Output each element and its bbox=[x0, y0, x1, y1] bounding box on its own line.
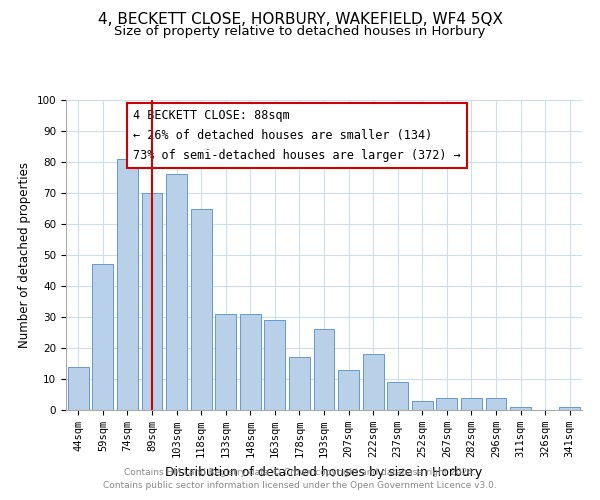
Text: Contains public sector information licensed under the Open Government Licence v3: Contains public sector information licen… bbox=[103, 480, 497, 490]
Bar bbox=[412, 400, 433, 410]
Bar bbox=[265, 320, 286, 410]
Text: 4, BECKETT CLOSE, HORBURY, WAKEFIELD, WF4 5QX: 4, BECKETT CLOSE, HORBURY, WAKEFIELD, WF… bbox=[97, 12, 503, 28]
Y-axis label: Number of detached properties: Number of detached properties bbox=[18, 162, 31, 348]
Bar bbox=[117, 159, 138, 410]
Bar bbox=[314, 330, 334, 410]
Bar bbox=[461, 398, 482, 410]
Text: 4 BECKETT CLOSE: 88sqm
← 26% of detached houses are smaller (134)
73% of semi-de: 4 BECKETT CLOSE: 88sqm ← 26% of detached… bbox=[133, 110, 461, 162]
Bar bbox=[142, 193, 163, 410]
Bar bbox=[92, 264, 113, 410]
Bar bbox=[436, 398, 457, 410]
Bar bbox=[68, 366, 89, 410]
Bar bbox=[510, 407, 531, 410]
Bar bbox=[485, 398, 506, 410]
X-axis label: Distribution of detached houses by size in Horbury: Distribution of detached houses by size … bbox=[166, 466, 482, 478]
Bar bbox=[166, 174, 187, 410]
Text: Contains HM Land Registry data © Crown copyright and database right 2024.: Contains HM Land Registry data © Crown c… bbox=[124, 468, 476, 477]
Bar bbox=[362, 354, 383, 410]
Bar bbox=[240, 314, 261, 410]
Text: Size of property relative to detached houses in Horbury: Size of property relative to detached ho… bbox=[115, 25, 485, 38]
Bar bbox=[289, 358, 310, 410]
Bar bbox=[559, 407, 580, 410]
Bar bbox=[191, 208, 212, 410]
Bar bbox=[338, 370, 359, 410]
Bar bbox=[387, 382, 408, 410]
Bar bbox=[215, 314, 236, 410]
